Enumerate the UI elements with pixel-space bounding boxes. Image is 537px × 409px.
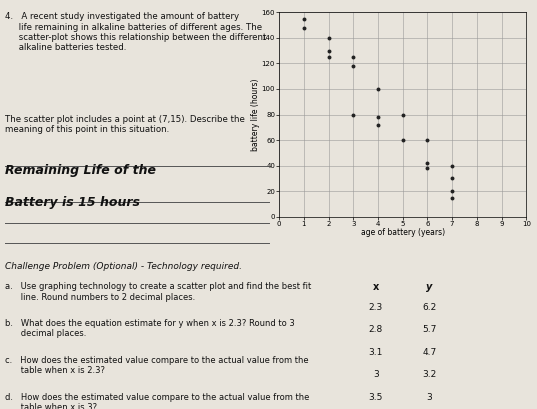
Text: b.   What does the equation estimate for y when x is 2.3? Round to 3
      decim: b. What does the equation estimate for y… <box>5 319 295 338</box>
Text: Battery is 15 hours: Battery is 15 hours <box>5 196 140 209</box>
Point <box>448 194 456 201</box>
Point <box>423 137 432 143</box>
Point <box>374 121 382 128</box>
Text: 4.   A recent study investigated the amount of battery
     life remaining in al: 4. A recent study investigated the amoun… <box>5 12 267 52</box>
Point <box>324 34 333 41</box>
Text: a.   Use graphing technology to create a scatter plot and find the best fit
    : a. Use graphing technology to create a s… <box>5 282 311 301</box>
Text: 5.7: 5.7 <box>423 325 437 334</box>
Point <box>300 16 308 22</box>
Point <box>423 160 432 166</box>
Point <box>349 111 358 118</box>
Text: 2.8: 2.8 <box>369 325 383 334</box>
Point <box>374 85 382 92</box>
Point <box>349 54 358 60</box>
Text: d.   How does the estimated value compare to the actual value from the
      tab: d. How does the estimated value compare … <box>5 393 310 409</box>
Text: x: x <box>373 282 379 292</box>
Point <box>300 25 308 31</box>
Y-axis label: battery life (hours): battery life (hours) <box>251 78 260 151</box>
Text: 6.2: 6.2 <box>423 303 437 312</box>
Text: 3.1: 3.1 <box>369 348 383 357</box>
Text: 3: 3 <box>373 370 379 379</box>
Text: 2.3: 2.3 <box>369 303 383 312</box>
Point <box>448 162 456 169</box>
Point <box>448 175 456 182</box>
Text: y: y <box>426 282 433 292</box>
Text: 4.7: 4.7 <box>423 348 437 357</box>
Point <box>423 165 432 171</box>
Point <box>398 137 407 143</box>
Text: c.   How does the estimated value compare to the actual value from the
      tab: c. How does the estimated value compare … <box>5 356 309 375</box>
Text: The scatter plot includes a point at (7,15). Describe the
meaning of this point : The scatter plot includes a point at (7,… <box>5 115 245 134</box>
Point <box>398 111 407 118</box>
Point <box>448 188 456 195</box>
Text: 3.2: 3.2 <box>423 370 437 379</box>
Text: 3: 3 <box>427 393 432 402</box>
Point <box>349 63 358 69</box>
X-axis label: age of battery (years): age of battery (years) <box>361 228 445 237</box>
Text: Remaining Life of the: Remaining Life of the <box>5 164 156 177</box>
Text: 3.5: 3.5 <box>369 393 383 402</box>
Point <box>324 54 333 60</box>
Text: Challenge Problem (Optional) - Technology required.: Challenge Problem (Optional) - Technolog… <box>5 262 242 271</box>
Point <box>324 47 333 54</box>
Point <box>374 114 382 120</box>
